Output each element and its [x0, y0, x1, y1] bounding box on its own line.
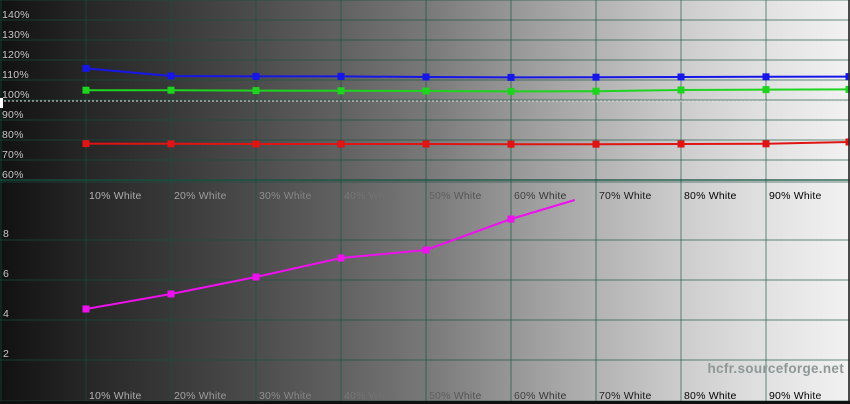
x-axis-label: 20% White: [174, 190, 227, 202]
reference-100-tick: [0, 98, 3, 108]
watermark: hcfr.sourceforge.net: [707, 361, 844, 376]
blue-level-marker: [337, 72, 345, 80]
y-axis-label: 120%: [2, 49, 30, 61]
luminance-marker: [507, 215, 515, 223]
blue-level-marker: [507, 73, 515, 81]
green-level-marker: [252, 87, 260, 95]
green-level-marker: [845, 85, 850, 93]
x-axis-label: 30% White: [259, 390, 312, 402]
green-level-marker: [677, 86, 685, 94]
red-level-marker: [252, 140, 260, 148]
blue-level-marker: [592, 73, 600, 81]
red-level-marker: [845, 138, 850, 146]
y-axis-label: 4: [3, 308, 10, 320]
x-axis-label: 10% White: [89, 390, 142, 402]
red-level-marker: [592, 140, 600, 148]
green-level-marker: [82, 86, 90, 94]
blue-level-marker: [167, 72, 175, 80]
red-level-marker: [337, 140, 345, 148]
x-axis-label: 90% White: [769, 190, 822, 202]
x-axis-label: 40% White: [344, 190, 397, 202]
x-axis-label: 80% White: [684, 390, 737, 402]
green-level-marker: [167, 86, 175, 94]
green-level-marker: [592, 87, 600, 95]
green-level-marker: [422, 87, 430, 95]
y-axis-label: 2: [3, 348, 10, 360]
x-axis-label: 10% White: [89, 190, 142, 202]
luminance-line: [85, 199, 576, 310]
blue-level-marker: [845, 73, 850, 81]
blue-level-marker: [82, 64, 90, 72]
red-level-marker: [167, 140, 175, 148]
green-level-marker: [337, 87, 345, 95]
x-axis-label: 70% White: [599, 190, 652, 202]
y-axis-label: 60%: [2, 169, 24, 181]
x-axis-label: 90% White: [769, 390, 822, 402]
blue-level-marker: [762, 73, 770, 81]
y-axis-label: 140%: [2, 9, 30, 21]
red-level-marker: [422, 140, 430, 148]
red-level-line: [85, 141, 850, 146]
luminance-marker: [422, 246, 430, 254]
y-axis-label: 100%: [2, 89, 30, 101]
luminance-marker: [337, 254, 345, 262]
x-axis-label: 80% White: [684, 190, 737, 202]
x-axis-label: 60% White: [514, 390, 567, 402]
blue-level-marker: [252, 72, 260, 80]
green-level-marker: [507, 87, 515, 95]
x-axis-label: 60% White: [514, 190, 567, 202]
chart-right-border: [848, 0, 850, 404]
x-axis-label: 70% White: [599, 390, 652, 402]
y-axis-label: 6: [3, 268, 10, 280]
luminance-marker: [82, 305, 90, 313]
x-axis-label: 40% White: [344, 390, 397, 402]
x-axis-label: 50% White: [429, 390, 482, 402]
red-level-marker: [677, 140, 685, 148]
red-level-marker: [762, 140, 770, 148]
chart-bottom-border: [0, 401, 850, 404]
y-axis-label: 90%: [2, 109, 24, 121]
blue-level-marker: [422, 73, 430, 81]
blue-level-marker: [677, 73, 685, 81]
y-axis-label: 110%: [2, 69, 29, 81]
y-axis-label: 80%: [2, 129, 24, 141]
green-level-marker: [762, 86, 770, 94]
green-level-line: [86, 88, 850, 93]
luminance-marker: [167, 290, 175, 298]
x-axis-label: 50% White: [429, 190, 482, 202]
x-axis-label: 20% White: [174, 390, 227, 402]
y-axis-label: 130%: [2, 29, 30, 41]
blue-level-line: [85, 67, 850, 79]
luminance-marker: [252, 273, 260, 281]
y-axis-label: 70%: [2, 149, 24, 161]
x-axis-label: 30% White: [259, 190, 312, 202]
red-level-marker: [507, 140, 515, 148]
y-axis-label: 8: [3, 228, 10, 240]
red-level-marker: [82, 140, 90, 148]
